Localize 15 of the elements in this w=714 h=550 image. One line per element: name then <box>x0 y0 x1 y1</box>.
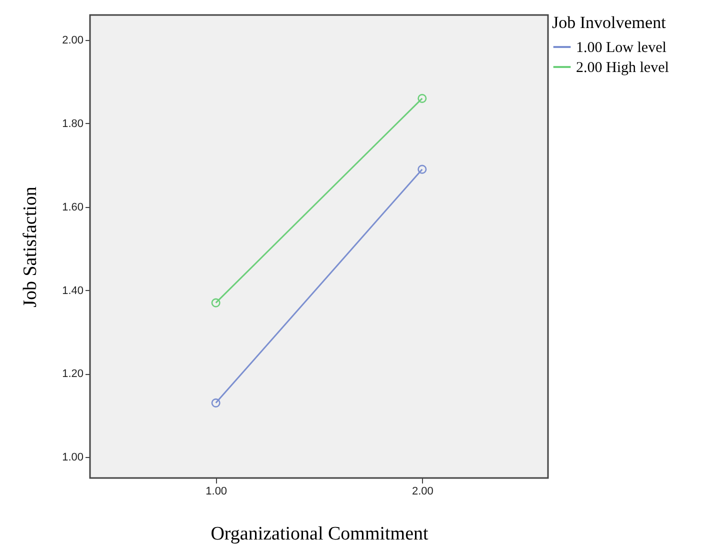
y-tick-label: 1.80 <box>62 118 84 130</box>
point <box>418 94 427 103</box>
y-tick-label: 1.40 <box>62 284 84 297</box>
legend-label: 2.00 High level <box>576 60 669 76</box>
legend-title: Job Involvement <box>552 13 666 32</box>
point <box>418 164 427 174</box>
y-axis-title: Job Satisfaction <box>20 186 42 308</box>
y-tick-label: 1.00 <box>62 452 84 464</box>
point <box>211 398 220 408</box>
y-tick-label: 1.20 <box>62 368 84 380</box>
y-tick-label: 1.60 <box>62 201 84 214</box>
legend-label: 1.00 Low level <box>576 40 666 56</box>
y-tick-label: 2.00 <box>62 34 84 47</box>
point <box>211 298 220 308</box>
x-axis-title: Organizational Commitment <box>210 524 430 544</box>
